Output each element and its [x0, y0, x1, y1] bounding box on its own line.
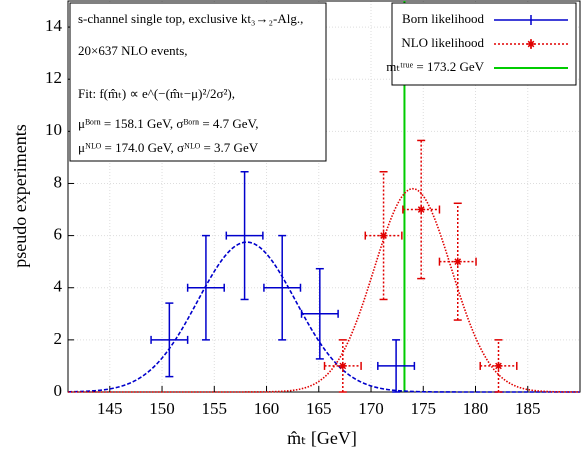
annotation: s-channel single top, exclusive kt₃→₂-Al…: [78, 11, 303, 26]
x-tick-label: 185: [515, 399, 541, 418]
y-tick-label: 12: [45, 68, 62, 87]
legend-label: NLO likelihood: [401, 35, 484, 50]
x-tick-label: 155: [202, 399, 228, 418]
x-tick-label: 180: [463, 399, 489, 418]
annotation: Fit: f(m̂ₜ) ∝ e^(−(m̂ₜ−μ)²/2σ²),: [78, 86, 235, 101]
y-axis-label: pseudo experiments: [10, 124, 30, 267]
x-axis-label: m̂ₜ [GeV]: [287, 428, 357, 448]
annotation: 20×637 NLO events,: [78, 43, 188, 58]
marker: [453, 257, 462, 266]
marker: [379, 231, 388, 240]
marker: [338, 361, 347, 370]
annotation: μᴮᵒʳⁿ = 158.1 GeV, σᴮᵒʳⁿ = 4.7 GeV,: [78, 116, 259, 131]
y-tick-label: 14: [45, 16, 63, 35]
y-tick-label: 8: [54, 172, 63, 191]
x-tick-label: 175: [411, 399, 437, 418]
legend-label: Born likelihood: [402, 11, 484, 26]
marker: [527, 40, 535, 48]
x-tick-label: 150: [149, 399, 175, 418]
plot-frame: [67, 0, 581, 393]
fit-curve: [68, 187, 580, 393]
annotation-box: [69, 2, 327, 162]
x-tick-label: 165: [306, 399, 332, 418]
y-tick-label: 6: [54, 225, 63, 244]
marker: [417, 205, 426, 214]
y-tick-label: 0: [54, 381, 63, 400]
marker: [494, 361, 503, 370]
legend-label: mₜᵗʳᵘᵉ = 173.2 GeV: [386, 59, 484, 74]
x-tick-label: 170: [358, 399, 384, 418]
annotation: μᴺᴸᴼ = 174.0 GeV, σᴺᴸᴼ = 3.7 GeV: [78, 140, 259, 155]
y-tick-label: 2: [54, 329, 63, 348]
legend-box: [391, 2, 577, 86]
y-tick-label: 10: [45, 120, 62, 139]
y-tick-label: 4: [54, 277, 63, 296]
x-tick-label: 160: [254, 399, 280, 418]
x-tick-label: 145: [97, 399, 123, 418]
